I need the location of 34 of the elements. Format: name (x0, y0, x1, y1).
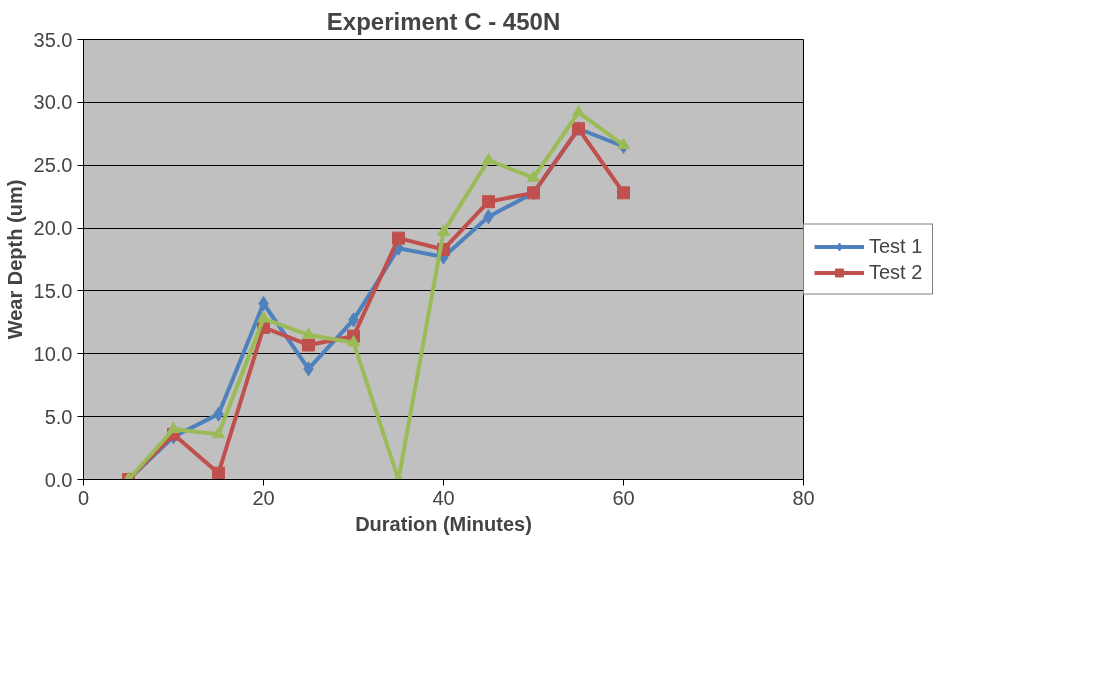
y-tick-label: 30.0 (33, 91, 73, 114)
point (617, 186, 630, 200)
point (212, 426, 225, 439)
point (258, 296, 269, 311)
x-tick-label: 40 (432, 486, 455, 509)
x-tick-label: 0 (77, 486, 90, 509)
y-axis-title: Wear Depth (um) (3, 179, 26, 340)
point (167, 421, 180, 434)
legend-label: Test 1 (869, 234, 923, 258)
y-tick-label: 25.0 (33, 154, 73, 177)
y-tick-label: 35.0 (33, 28, 73, 51)
point (212, 466, 225, 480)
y-tick-label: 20.0 (33, 217, 73, 240)
point (527, 170, 540, 182)
point (437, 224, 450, 236)
y-tick-label: 15.0 (33, 279, 73, 302)
y-tick-label: 0.0 (44, 468, 73, 491)
point (572, 104, 585, 117)
x-tick-label: 80 (792, 486, 815, 509)
point (482, 195, 495, 209)
point (392, 231, 405, 245)
point (617, 137, 630, 150)
x-tick-label: 20 (252, 486, 275, 509)
y-tick-label: 5.0 (44, 405, 73, 428)
point (482, 152, 495, 165)
legend-label: Test 2 (869, 260, 923, 284)
point (257, 311, 270, 323)
point (347, 335, 360, 347)
y-tick-label: 10.0 (33, 342, 73, 365)
chart-title: Experiment C - 450N (326, 7, 561, 35)
point (302, 327, 315, 339)
x-axis-title: Duration (Minutes) (355, 512, 532, 535)
x-tick-label: 60 (612, 486, 635, 509)
point (302, 338, 315, 352)
